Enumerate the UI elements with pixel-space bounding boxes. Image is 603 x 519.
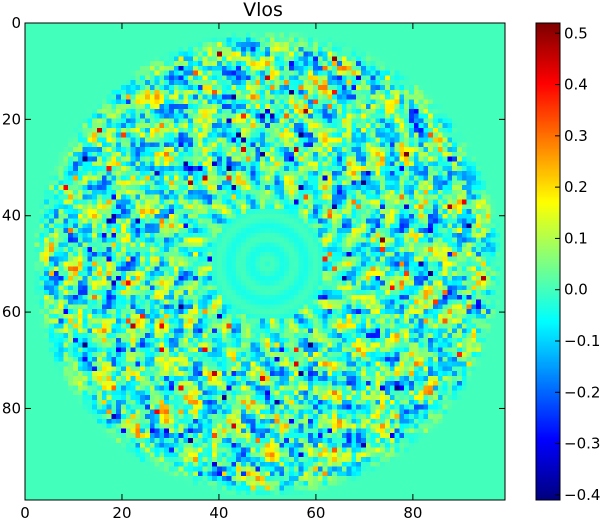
colorbar-tick-label: −0.1 bbox=[564, 332, 600, 350]
colorbar-tick-label: 0.1 bbox=[564, 229, 588, 247]
colorbar-tick-label: −0.3 bbox=[564, 435, 600, 453]
y-tick-label: 80 bbox=[2, 399, 21, 417]
heatmap-image bbox=[25, 23, 505, 500]
x-axis: 0 20 40 60 80 bbox=[20, 23, 422, 519]
colorbar-tick-label: 0.3 bbox=[564, 127, 588, 145]
colorbar-tick-label: 0.5 bbox=[564, 24, 588, 42]
colorbar-tick-label: 0.2 bbox=[564, 178, 588, 196]
y-axis: 0 20 40 60 80 bbox=[2, 14, 505, 417]
x-tick-label: 0 bbox=[20, 504, 30, 519]
colorbar-frame bbox=[535, 22, 561, 501]
heatmap-plot-area bbox=[24, 22, 506, 501]
x-tick-label: 80 bbox=[403, 504, 422, 519]
colorbar-ticks: −0.4 −0.3 −0.2 −0.1 0.0 0.1 0.2 0.3 0.4 0.5 bbox=[555, 24, 600, 504]
plot-frame bbox=[24, 22, 506, 501]
y-tick-label: 20 bbox=[2, 110, 21, 128]
colorbar-tick-label: −0.4 bbox=[564, 486, 600, 504]
colorbar-tick-label: 0.0 bbox=[564, 281, 588, 299]
colorbar: −0.4 −0.3 −0.2 −0.1 0.0 0.1 0.2 0.3 0.4 0.5 bbox=[535, 22, 600, 504]
chart-title: Vlos bbox=[243, 0, 283, 21]
y-tick-label: 60 bbox=[2, 303, 21, 321]
y-tick-label: 0 bbox=[11, 14, 21, 32]
colorbar-gradient bbox=[536, 23, 560, 500]
x-tick-label: 40 bbox=[209, 504, 228, 519]
y-tick-label: 40 bbox=[2, 207, 21, 225]
colorbar-tick-label: −0.2 bbox=[564, 383, 600, 401]
colorbar-tick-label: 0.4 bbox=[564, 76, 588, 94]
x-tick-label: 60 bbox=[306, 504, 325, 519]
x-tick-label: 20 bbox=[112, 504, 131, 519]
